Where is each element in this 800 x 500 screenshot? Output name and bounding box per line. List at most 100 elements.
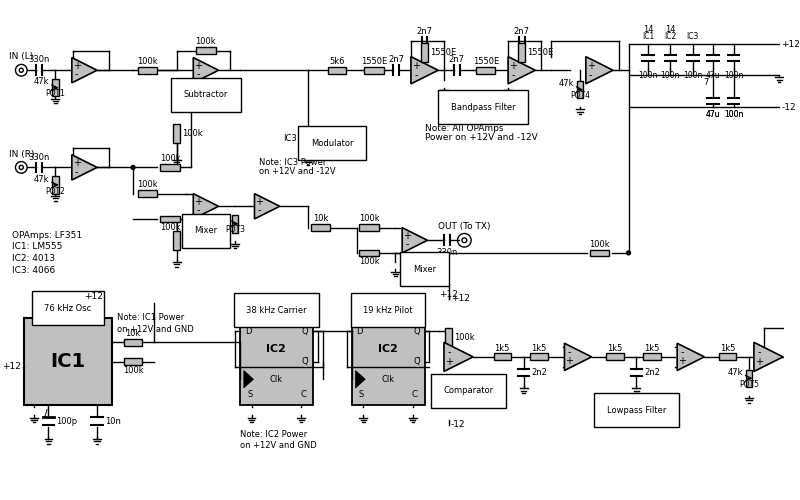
Text: 14: 14 (665, 26, 676, 35)
Text: Q̅: Q̅ (302, 357, 308, 366)
Text: -: - (75, 166, 78, 176)
Text: 100k: 100k (160, 154, 180, 163)
Text: 1550E: 1550E (430, 48, 456, 58)
Text: S: S (358, 390, 364, 400)
Text: Note: IC2 Power: Note: IC2 Power (240, 430, 307, 439)
Text: 100n: 100n (724, 71, 743, 80)
Text: POT5: POT5 (739, 380, 759, 389)
Polygon shape (244, 370, 254, 388)
Text: on +12V and -12V: on +12V and -12V (259, 168, 336, 176)
Bar (160, 164, 180, 171)
Text: -: - (567, 348, 571, 358)
Bar (590, 250, 609, 256)
Text: IC1: IC1 (50, 352, 86, 371)
Text: 100n: 100n (683, 71, 702, 80)
Text: 100k: 100k (122, 366, 143, 375)
Circle shape (131, 166, 135, 170)
Text: -: - (196, 206, 200, 216)
Text: +: + (445, 356, 453, 366)
Text: 100k: 100k (138, 57, 158, 66)
Bar (577, 81, 583, 98)
Text: 2n7: 2n7 (417, 27, 433, 36)
Text: 100k: 100k (182, 129, 202, 138)
Text: Q̅: Q̅ (413, 357, 420, 366)
Text: 330n: 330n (436, 248, 458, 257)
Text: -: - (511, 70, 514, 80)
Text: -12: -12 (450, 420, 466, 430)
Text: Mixer: Mixer (413, 265, 436, 274)
Text: IN (L): IN (L) (9, 52, 34, 62)
Text: 7: 7 (704, 78, 709, 87)
Text: IC2: IC2 (664, 32, 677, 41)
Text: -: - (680, 348, 684, 358)
Text: D: D (357, 326, 363, 336)
Text: 47u: 47u (706, 71, 721, 80)
Bar (494, 354, 511, 360)
Polygon shape (565, 344, 592, 370)
Text: -: - (757, 347, 761, 357)
Text: -: - (196, 70, 200, 80)
Bar (160, 216, 180, 222)
Text: 100k: 100k (195, 38, 216, 46)
Text: +12: +12 (450, 294, 470, 303)
Polygon shape (677, 344, 704, 370)
Text: IC3: IC3 (686, 32, 699, 41)
Bar (52, 176, 58, 194)
Circle shape (626, 251, 630, 255)
Bar (719, 354, 737, 360)
Text: Clk: Clk (270, 374, 283, 384)
Text: IC3: 4066: IC3: 4066 (11, 266, 55, 274)
Polygon shape (254, 194, 280, 219)
Bar (138, 190, 158, 197)
Text: -: - (589, 70, 593, 80)
Polygon shape (194, 194, 218, 219)
Text: +: + (412, 60, 420, 70)
Bar (311, 224, 330, 231)
Polygon shape (72, 58, 97, 83)
Text: 100n: 100n (724, 110, 743, 119)
Text: +: + (586, 60, 594, 70)
Text: 47k: 47k (34, 78, 50, 86)
Text: 100k: 100k (454, 333, 474, 342)
Text: +: + (509, 60, 517, 70)
Text: +12: +12 (781, 40, 800, 48)
Text: +: + (194, 61, 202, 71)
Text: C: C (412, 390, 418, 400)
Bar (530, 354, 548, 360)
Text: 2n7: 2n7 (449, 56, 465, 64)
Polygon shape (411, 56, 438, 84)
Text: Note: IC3 Power: Note: IC3 Power (259, 158, 326, 166)
Bar (352, 318, 425, 406)
Text: 1k5: 1k5 (531, 344, 547, 352)
Text: 100n: 100n (638, 71, 658, 80)
Text: OUT (To TX): OUT (To TX) (438, 222, 490, 230)
Text: -: - (414, 70, 418, 80)
Text: IC3: IC3 (283, 134, 298, 143)
Text: 100k: 100k (359, 214, 379, 224)
Text: 47k: 47k (34, 174, 50, 184)
Text: -12: -12 (781, 102, 796, 112)
Text: Bandpass Filter: Bandpass Filter (450, 102, 515, 112)
Text: 47u: 47u (706, 110, 721, 119)
Text: Clk: Clk (382, 374, 394, 384)
Text: on +12V and GND: on +12V and GND (240, 442, 317, 450)
Text: 1k5: 1k5 (607, 344, 622, 352)
Text: IN (R): IN (R) (9, 150, 34, 158)
Text: 100k: 100k (138, 180, 158, 190)
Bar (174, 230, 180, 250)
Bar (124, 339, 142, 345)
Text: +12: +12 (85, 292, 103, 302)
Text: 100k: 100k (160, 224, 180, 232)
Bar (359, 250, 379, 256)
Text: Power on +12V and -12V: Power on +12V and -12V (425, 134, 538, 142)
Text: 5k6: 5k6 (330, 57, 345, 66)
Polygon shape (754, 342, 783, 372)
Polygon shape (586, 56, 613, 84)
Text: +: + (678, 356, 686, 366)
Bar (52, 79, 58, 96)
Text: 14: 14 (642, 26, 654, 35)
Polygon shape (508, 56, 535, 84)
Text: 2n2: 2n2 (644, 368, 660, 377)
Text: 47k: 47k (558, 80, 574, 88)
Polygon shape (72, 155, 97, 180)
